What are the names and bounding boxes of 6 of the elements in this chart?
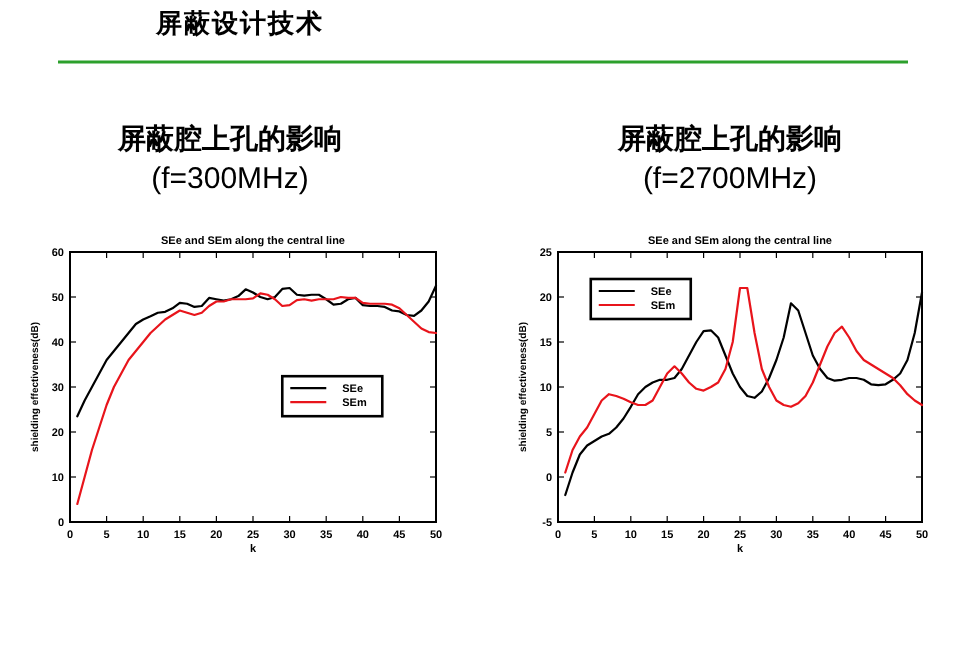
text: 屏蔽设计技术	[154, 8, 324, 38]
chart-subtitle: (f=300MHz)	[151, 162, 309, 196]
chart-subtitle: (f=2700MHz)	[642, 162, 818, 196]
chart-title: 屏蔽腔上孔的影响	[116, 122, 342, 156]
chart-title: 屏蔽腔上孔的影响	[616, 122, 842, 156]
line-series	[76, 292, 438, 506]
